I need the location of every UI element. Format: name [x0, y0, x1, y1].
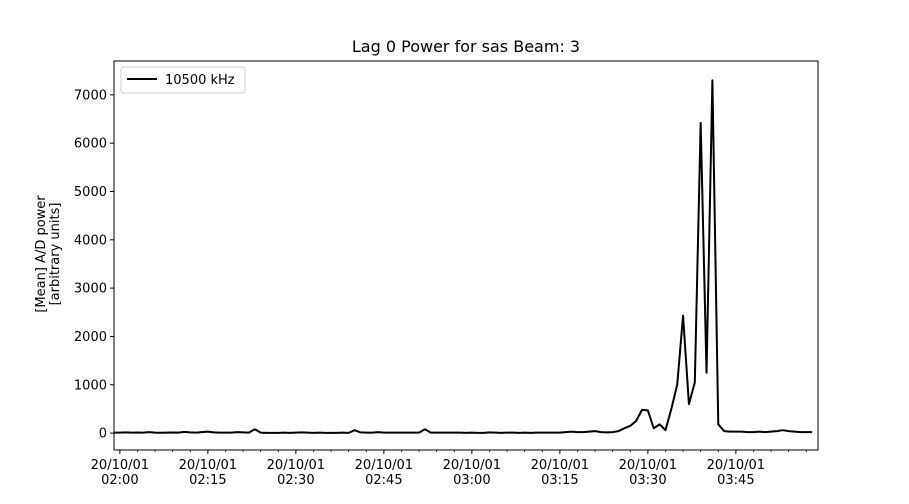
x-tick-label-date: 20/10/01 — [531, 458, 589, 473]
y-tick-label: 7000 — [74, 88, 107, 103]
legend-label: 10500 kHz — [165, 73, 235, 88]
plot-frame — [113, 60, 819, 451]
y-axis: 0 1000 2000 3000 4000 5000 6000 7000 — [74, 88, 114, 442]
chart-title: Lag 0 Power for sas Beam: 3 — [352, 37, 580, 56]
y-axis-label: [Mean] A/D power [arbitrary units] — [34, 195, 63, 313]
x-tick-label-time: 02:15 — [189, 473, 226, 488]
y-tick-label: 0 — [99, 427, 107, 442]
y-tick-label: 2000 — [74, 330, 107, 345]
x-tick-label-date: 20/10/01 — [91, 458, 149, 473]
series-line — [114, 79, 813, 434]
x-tick-label-time: 02:00 — [101, 473, 138, 488]
x-tick-label-date: 20/10/01 — [443, 458, 501, 473]
x-tick-label-date: 20/10/01 — [707, 458, 765, 473]
x-tick-label-time: 03:00 — [453, 473, 490, 488]
series-layer — [114, 79, 813, 434]
x-tick-label-time: 03:45 — [717, 473, 754, 488]
y-tick-label: 5000 — [74, 185, 107, 200]
y-axis-label-line-2: [arbitrary units] — [48, 203, 63, 306]
legend: 10500 kHz — [120, 66, 246, 94]
y-tick-label: 3000 — [74, 282, 107, 297]
x-tick-label-time: 02:45 — [365, 473, 402, 488]
y-tick-label: 1000 — [74, 378, 107, 393]
x-tick-label-date: 20/10/01 — [267, 458, 325, 473]
x-tick-label-time: 03:30 — [629, 473, 666, 488]
x-tick-label-date: 20/10/01 — [355, 458, 413, 473]
y-tick-label: 6000 — [74, 137, 107, 152]
y-axis-label-line-1: [Mean] A/D power — [34, 195, 49, 313]
x-tick-label-time: 03:15 — [541, 473, 578, 488]
y-tick-label: 4000 — [74, 233, 107, 248]
x-tick-label-date: 20/10/01 — [619, 458, 677, 473]
legend-box — [120, 66, 246, 94]
x-tick-label-date: 20/10/01 — [179, 458, 237, 473]
x-axis: 20/10/0102:0020/10/0102:1520/10/0102:302… — [91, 450, 807, 488]
x-tick-label-time: 02:30 — [277, 473, 314, 488]
